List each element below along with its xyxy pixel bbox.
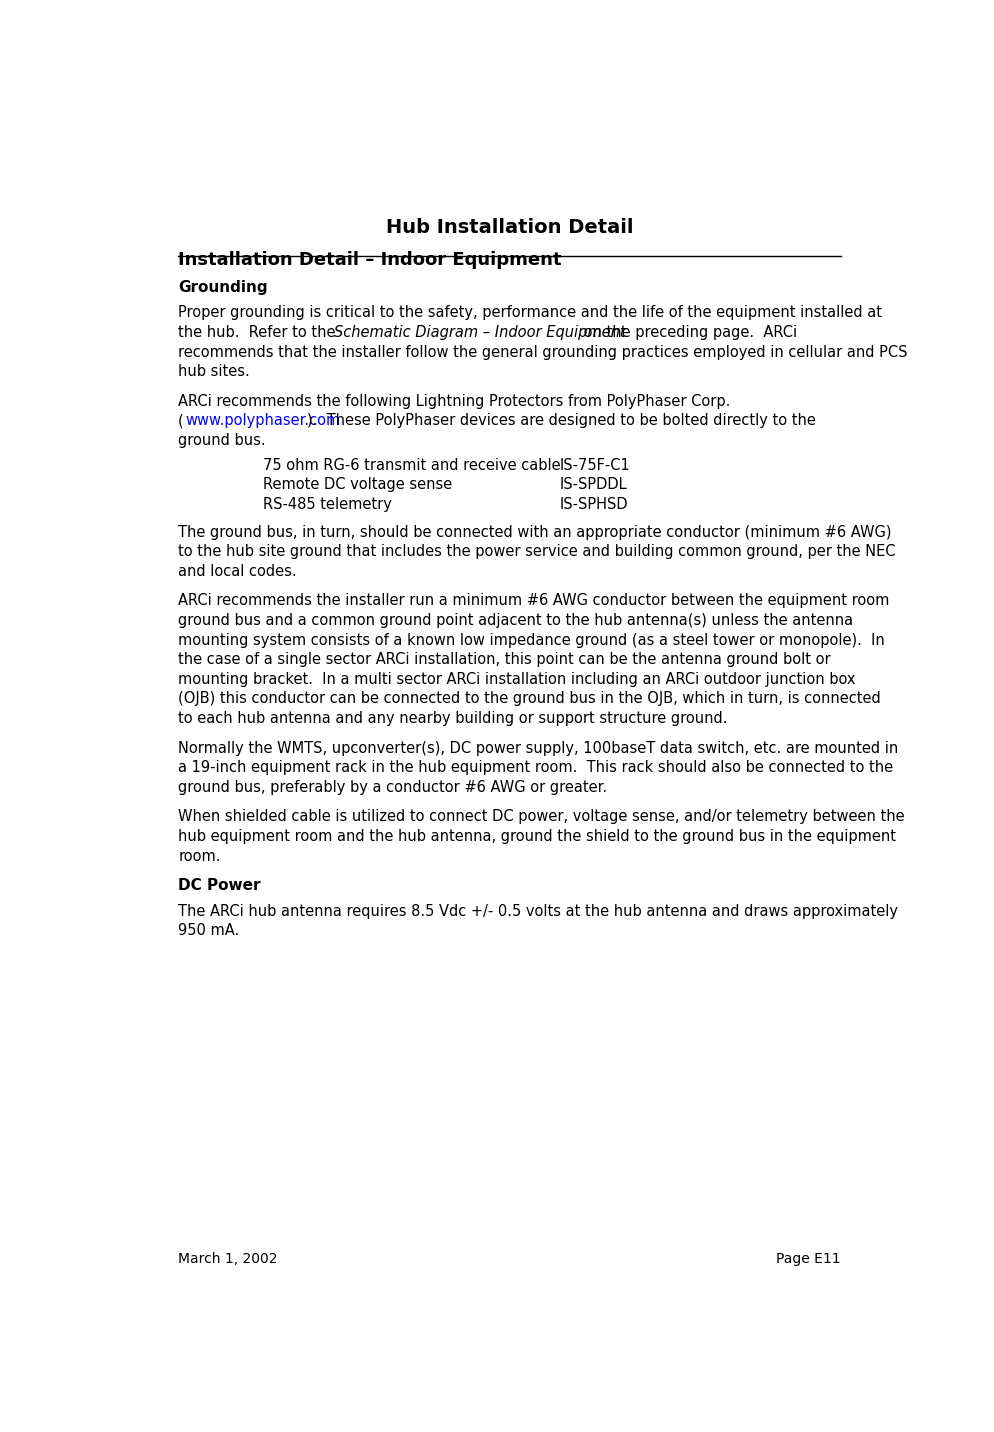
Text: Remote DC voltage sense: Remote DC voltage sense <box>262 477 452 493</box>
Text: March 1, 2002: March 1, 2002 <box>178 1253 277 1266</box>
Text: IS-75F-C1: IS-75F-C1 <box>560 458 630 473</box>
Text: www.polyphaser.com: www.polyphaser.com <box>185 414 340 428</box>
Text: Grounding: Grounding <box>178 279 267 295</box>
Text: Proper grounding is critical to the safety, performance and the life of the equi: Proper grounding is critical to the safe… <box>178 305 882 321</box>
Text: ).  These PolyPhaser devices are designed to be bolted directly to the: ). These PolyPhaser devices are designed… <box>307 414 816 428</box>
Text: When shielded cable is utilized to connect DC power, voltage sense, and/or telem: When shielded cable is utilized to conne… <box>178 809 905 825</box>
Text: (OJB) this conductor can be connected to the ground bus in the OJB, which in tur: (OJB) this conductor can be connected to… <box>178 692 881 706</box>
Text: hub equipment room and the hub antenna, ground the shield to the ground bus in t: hub equipment room and the hub antenna, … <box>178 829 897 843</box>
Text: the case of a single sector ARCi installation, this point can be the antenna gro: the case of a single sector ARCi install… <box>178 652 831 667</box>
Text: (: ( <box>178 414 184 428</box>
Text: room.: room. <box>178 849 221 863</box>
Text: to the hub site ground that includes the power service and building common groun: to the hub site ground that includes the… <box>178 544 896 558</box>
Text: ARCi recommends the following Lightning Protectors from PolyPhaser Corp.: ARCi recommends the following Lightning … <box>178 394 731 410</box>
Text: recommends that the installer follow the general grounding practices employed in: recommends that the installer follow the… <box>178 345 908 359</box>
Text: ground bus and a common ground point adjacent to the hub antenna(s) unless the a: ground bus and a common ground point adj… <box>178 613 853 629</box>
Text: ground bus.: ground bus. <box>178 432 265 448</box>
Text: IS-SPHSD: IS-SPHSD <box>560 497 628 513</box>
Text: 950 mA.: 950 mA. <box>178 924 240 938</box>
Text: IS-SPDDL: IS-SPDDL <box>560 477 627 493</box>
Text: ARCi recommends the installer run a minimum #6 AWG conductor between the equipme: ARCi recommends the installer run a mini… <box>178 593 890 609</box>
Text: Hub Installation Detail: Hub Installation Detail <box>386 218 633 238</box>
Text: DC Power: DC Power <box>178 878 260 894</box>
Text: a 19-inch equipment rack in the hub equipment room.  This rack should also be co: a 19-inch equipment rack in the hub equi… <box>178 760 894 775</box>
Text: Installation Detail – Indoor Equipment: Installation Detail – Indoor Equipment <box>178 251 562 269</box>
Text: to each hub antenna and any nearby building or support structure ground.: to each hub antenna and any nearby build… <box>178 712 728 726</box>
Text: Page E11: Page E11 <box>776 1253 841 1266</box>
Text: RS-485 telemetry: RS-485 telemetry <box>262 497 392 513</box>
Text: Schematic Diagram – Indoor Equipment: Schematic Diagram – Indoor Equipment <box>334 325 626 339</box>
Text: The ground bus, in turn, should be connected with an appropriate conductor (mini: The ground bus, in turn, should be conne… <box>178 524 892 540</box>
Text: mounting system consists of a known low impedance ground (as a steel tower or mo: mounting system consists of a known low … <box>178 633 885 647</box>
Text: 75 ohm RG-6 transmit and receive cable: 75 ohm RG-6 transmit and receive cable <box>262 458 561 473</box>
Text: ground bus, preferably by a conductor #6 AWG or greater.: ground bus, preferably by a conductor #6… <box>178 780 607 795</box>
Text: and local codes.: and local codes. <box>178 564 297 579</box>
Text: on the preceding page.  ARCi: on the preceding page. ARCi <box>579 325 797 339</box>
Text: the hub.  Refer to the: the hub. Refer to the <box>178 325 340 339</box>
Text: The ARCi hub antenna requires 8.5 Vdc +/- 0.5 volts at the hub antenna and draws: The ARCi hub antenna requires 8.5 Vdc +/… <box>178 904 899 919</box>
Text: hub sites.: hub sites. <box>178 364 249 379</box>
Text: mounting bracket.  In a multi sector ARCi installation including an ARCi outdoor: mounting bracket. In a multi sector ARCi… <box>178 672 856 687</box>
Text: Normally the WMTS, upconverter(s), DC power supply, 100baseT data switch, etc. a: Normally the WMTS, upconverter(s), DC po… <box>178 740 899 756</box>
